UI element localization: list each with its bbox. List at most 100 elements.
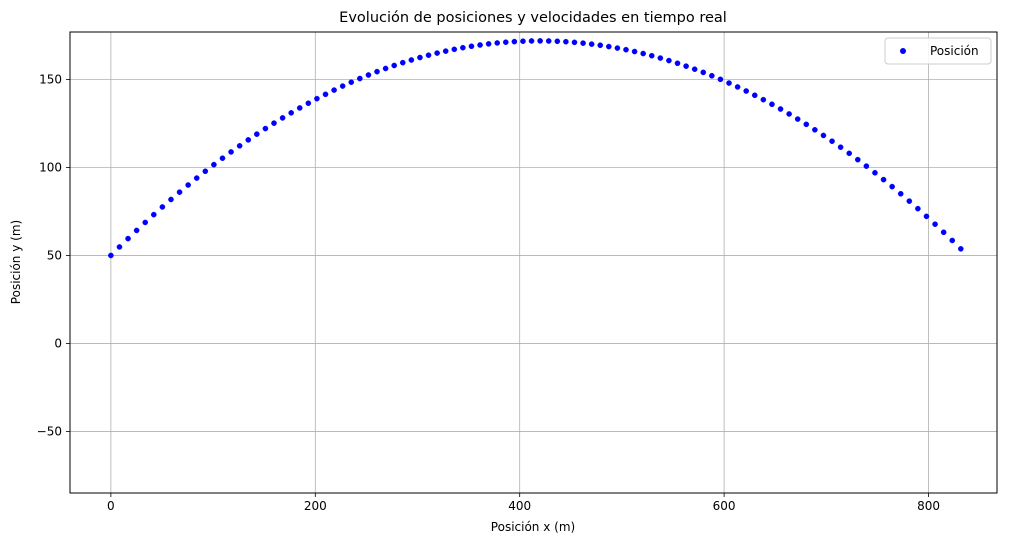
data-point [125,235,131,242]
data-point [803,121,810,128]
data-point [906,198,913,204]
data-point [700,69,707,76]
data-point [314,95,320,102]
data-point [812,126,818,133]
data-point [339,83,346,89]
data-point [709,72,715,79]
data-point [854,156,861,163]
data-point [374,68,380,75]
data-point [348,79,355,85]
data-point [460,44,466,51]
data-point [133,227,140,234]
data-point [949,237,956,244]
data-point [932,221,938,228]
data-point [151,211,157,218]
data-point [657,55,664,61]
data-point [451,46,458,53]
data-point [880,176,887,183]
data-point [726,80,732,86]
data-point [520,38,526,44]
x-tick-label: 600 [713,499,736,513]
data-point [503,39,509,45]
data-point [606,43,612,50]
data-point [211,161,217,168]
data-point [958,246,964,252]
data-point [751,92,758,99]
data-point [940,229,947,236]
data-point [442,48,449,54]
data-point [434,50,440,56]
data-point [485,41,492,47]
data-point [391,62,397,69]
data-point [537,38,543,44]
x-tick-label: 400 [508,499,531,513]
legend: Posición [884,37,992,65]
data-point [829,138,835,145]
data-point [254,131,260,137]
data-point [176,189,183,195]
data-point [408,57,415,63]
data-point [915,205,921,212]
data-point [331,87,337,93]
data-point [262,125,269,132]
data-point [889,183,895,190]
data-point [571,39,578,46]
legend-label: Posición [930,44,979,58]
data-point [674,60,681,67]
data-point [417,54,423,61]
data-point [846,150,853,157]
data-point [794,116,801,122]
data-point [288,110,294,116]
data-point [648,52,655,59]
chart-title: Evolución de posiciones y velocidades en… [339,10,727,26]
data-point [528,38,535,44]
data-point [322,91,329,98]
data-point [382,65,389,72]
data-point [365,72,372,78]
data-point [666,57,672,64]
data-point [477,42,483,48]
data-point [554,38,561,45]
data-point [691,66,698,72]
data-point [631,48,638,55]
data-point [142,219,149,226]
data-point [236,143,243,149]
y-axis-ticks: −50 0 50 100 150 [37,73,70,438]
y-tick-label: 0 [54,336,62,350]
data-point [271,120,277,126]
y-tick-label: 150 [39,73,62,87]
data-point [623,46,629,53]
data-point [357,75,363,82]
data-point [245,137,252,143]
data-point [769,101,775,108]
plot-frame [69,31,998,494]
data-point [305,100,312,107]
data-point [923,213,930,220]
data-point [185,182,191,188]
data-point [597,42,604,49]
data-point [717,76,724,83]
data-point [872,169,878,176]
data-point [494,40,501,46]
data-point [837,144,844,150]
y-tick-label: 50 [47,248,62,262]
x-axis-ticks: 0 200 400 600 800 [107,493,940,513]
grid-lines [70,32,997,493]
data-point [511,38,518,45]
data-point [820,132,827,139]
data-point [760,96,767,103]
data-point [734,84,741,90]
data-point [228,149,234,155]
data-point [279,115,286,121]
x-tick-label: 800 [917,499,940,513]
legend-box [884,37,992,65]
data-point [786,111,792,117]
data-point [399,59,406,66]
legend-marker [900,48,906,54]
data-point [563,38,569,45]
data-point [897,190,904,197]
data-point [683,63,689,69]
data-point [580,40,586,46]
data-point [777,106,784,112]
